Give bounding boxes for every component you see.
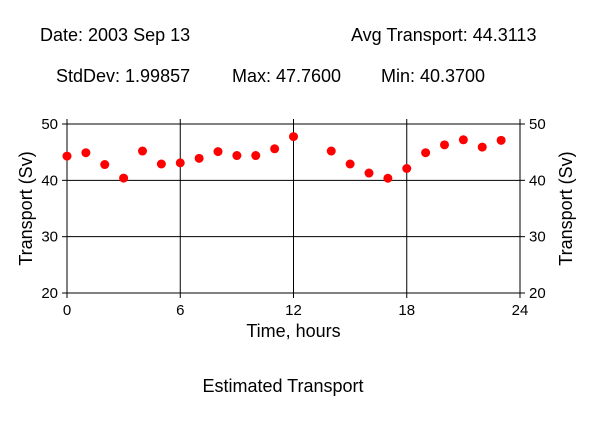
data-point [421, 148, 431, 158]
x-tick-label: 0 [63, 302, 71, 319]
y-tick-label-left: 50 [41, 116, 58, 133]
y-tick-label-left: 20 [41, 285, 58, 302]
y-tick-label-left: 30 [41, 229, 58, 246]
chart-title: Estimated Transport [202, 376, 363, 396]
y-axis-label-left: Transport (Sv) [16, 151, 36, 265]
min-label: Min: 40.3700 [381, 66, 486, 86]
x-tick-label: 18 [398, 302, 415, 319]
data-point [345, 159, 355, 169]
data-point [402, 164, 412, 174]
data-point [458, 135, 468, 145]
data-point [194, 153, 204, 163]
data-point [175, 158, 185, 168]
data-point [251, 151, 261, 161]
x-tick-label: 6 [176, 302, 184, 319]
data-point [440, 140, 449, 150]
data-point [270, 144, 280, 154]
y-tick-label-right: 40 [529, 172, 546, 189]
stddev-label: StdDev: 1.99857 [56, 66, 191, 86]
max-label: Max: 47.7600 [232, 66, 342, 86]
data-point [62, 151, 72, 161]
x-axis-label: Time, hours [246, 321, 340, 341]
y-tick-label-right: 30 [529, 229, 546, 246]
data-point [364, 168, 374, 178]
y-tick-label-left: 40 [41, 172, 58, 189]
grid-lines [67, 124, 520, 293]
date-label: Date: 2003 Sep 13 [40, 25, 191, 45]
data-point [119, 173, 129, 183]
data-point [477, 142, 487, 152]
data-point [496, 135, 506, 145]
y-tick-label-right: 20 [529, 285, 546, 302]
x-tick-label: 12 [285, 302, 302, 319]
data-point [213, 147, 223, 157]
y-axis-label-right: Transport (Sv) [556, 151, 576, 265]
data-point [232, 151, 242, 161]
data-point [138, 146, 147, 156]
avg-transport-label: Avg Transport: 44.3113 [351, 25, 537, 45]
data-point [81, 148, 91, 158]
data-point [100, 160, 110, 170]
y-tick-label-right: 50 [529, 116, 546, 133]
data-point [289, 132, 298, 142]
data-point [383, 173, 393, 183]
data-point [326, 146, 336, 156]
x-tick-label: 24 [512, 302, 529, 319]
data-point [156, 159, 166, 169]
data-points [62, 132, 506, 183]
